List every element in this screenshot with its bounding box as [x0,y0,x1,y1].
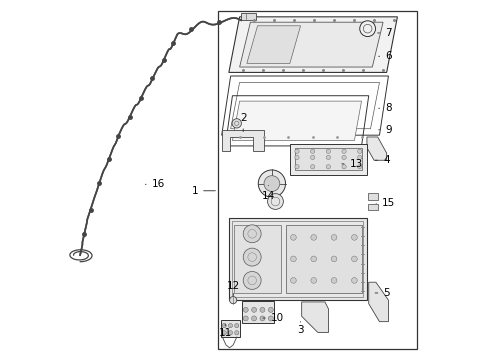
Text: 3: 3 [297,321,304,335]
Text: 5: 5 [375,288,390,298]
Circle shape [358,165,362,169]
Circle shape [311,256,317,262]
Circle shape [331,234,337,240]
Circle shape [295,155,299,159]
Circle shape [235,323,239,328]
Text: 11: 11 [219,324,232,338]
Polygon shape [368,282,389,321]
Polygon shape [247,26,300,63]
Circle shape [243,271,261,289]
Circle shape [243,248,261,266]
Bar [234,225,281,293]
Text: 1: 1 [192,186,215,196]
Circle shape [331,278,337,283]
Circle shape [342,165,346,169]
Polygon shape [232,101,362,140]
Bar [220,320,240,337]
Circle shape [232,119,242,128]
Circle shape [291,256,296,262]
Circle shape [326,149,331,153]
Circle shape [311,155,315,159]
Circle shape [295,165,299,169]
Circle shape [222,323,226,328]
Circle shape [326,165,331,169]
Bar [295,148,362,170]
Text: 14: 14 [262,185,275,201]
Polygon shape [367,137,387,160]
Circle shape [269,307,273,312]
Circle shape [243,316,248,321]
Circle shape [243,307,248,312]
Circle shape [311,278,317,283]
Circle shape [351,256,357,262]
Circle shape [326,155,331,159]
Text: 12: 12 [227,281,240,296]
Bar [242,301,274,323]
Bar [368,204,378,211]
Circle shape [243,225,261,243]
Text: 4: 4 [375,155,390,165]
Text: 10: 10 [263,313,284,323]
Bar [368,193,378,200]
Circle shape [260,316,265,321]
Text: 2: 2 [240,113,246,132]
Bar [242,13,256,21]
Bar [232,221,364,297]
Circle shape [228,323,233,328]
Circle shape [311,149,315,153]
Polygon shape [302,302,329,332]
Circle shape [264,176,280,192]
Circle shape [291,278,296,283]
Circle shape [260,307,265,312]
Circle shape [311,165,315,169]
Circle shape [268,194,283,210]
Circle shape [295,149,299,153]
Circle shape [342,155,346,159]
Circle shape [235,330,239,335]
Circle shape [269,316,273,321]
Text: 8: 8 [379,103,392,113]
Circle shape [351,234,357,240]
Polygon shape [240,22,383,67]
Circle shape [358,149,362,153]
Circle shape [222,330,226,335]
Circle shape [228,330,233,335]
Circle shape [251,316,257,321]
Bar [290,144,367,175]
Circle shape [311,234,317,240]
Text: 16: 16 [146,179,165,189]
Polygon shape [222,130,264,151]
Circle shape [291,234,296,240]
Circle shape [358,155,362,159]
Polygon shape [229,17,397,72]
Bar [218,12,417,348]
Text: 7: 7 [378,28,392,38]
Circle shape [351,278,357,283]
Bar [286,225,362,293]
Text: 6: 6 [379,51,392,61]
Circle shape [251,307,257,312]
Circle shape [230,297,237,304]
Circle shape [331,256,337,262]
Text: 9: 9 [379,125,392,135]
Circle shape [258,170,286,197]
Text: 15: 15 [376,198,395,208]
Circle shape [360,21,375,37]
Text: 13: 13 [342,159,363,169]
Bar [229,218,367,300]
Circle shape [342,149,346,153]
